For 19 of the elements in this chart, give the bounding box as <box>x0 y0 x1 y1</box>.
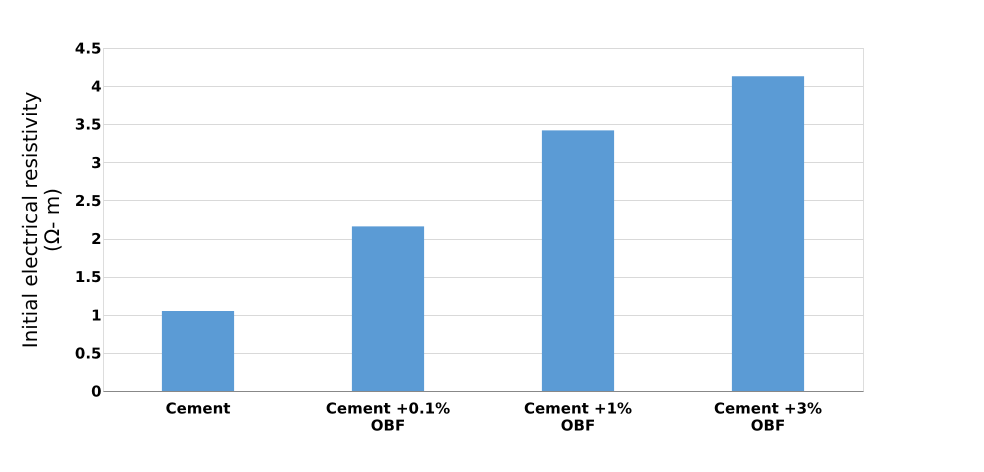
bar <box>542 130 614 391</box>
x-tick-label: Cement +0.1% OBF <box>326 400 450 434</box>
y-tick-label: 0 <box>91 382 102 400</box>
y-tick-label: 3.5 <box>74 116 102 134</box>
y-tick-label: 0.5 <box>74 344 102 362</box>
y-tick-label: 1 <box>91 306 102 324</box>
x-tick-label: Cement +3% OBF <box>714 400 822 434</box>
y-tick-label: 2.5 <box>74 192 102 210</box>
bar <box>162 310 234 391</box>
bar <box>732 76 804 391</box>
x-tick-label: Cement <box>166 400 230 418</box>
y-tick-label: 4.5 <box>74 40 102 58</box>
y-tick-label: 4 <box>91 78 102 96</box>
bar <box>352 226 424 391</box>
y-axis-title: Initial electrical resistivity (Ω- m) <box>18 92 64 348</box>
x-tick-label: Cement +1% OBF <box>524 400 632 434</box>
y-tick-label: 2 <box>91 230 102 248</box>
y-tick-label: 3 <box>91 154 102 172</box>
y-tick-label: 1.5 <box>74 268 102 286</box>
